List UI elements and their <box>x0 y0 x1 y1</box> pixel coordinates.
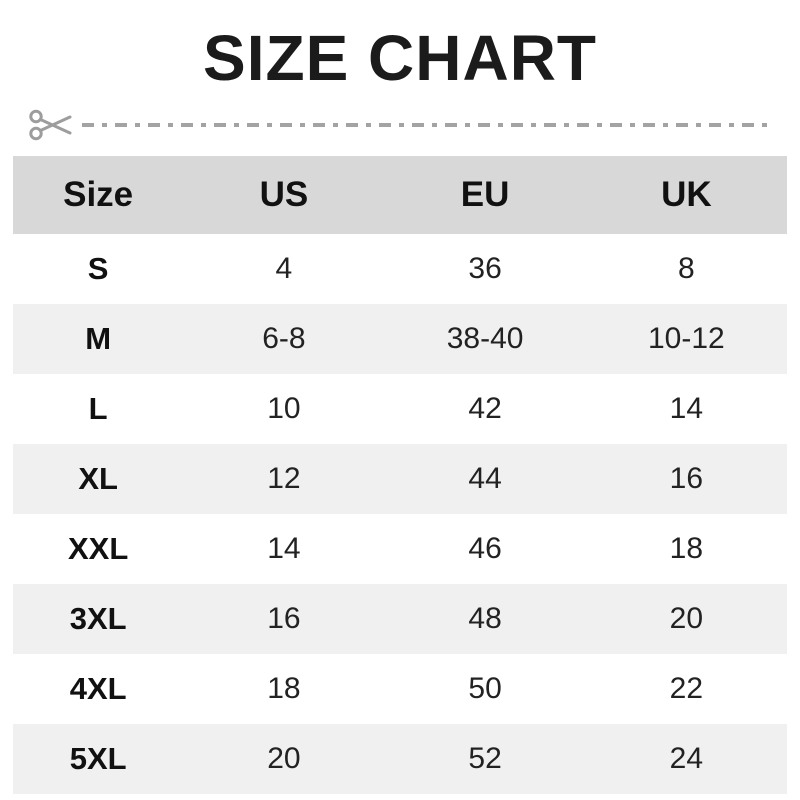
eu-value: 38-40 <box>446 322 524 355</box>
column-header-uk: UK <box>661 175 712 214</box>
table-row: XL 12 44 16 <box>13 444 787 514</box>
uk-value: 20 <box>669 602 704 635</box>
us-value: 14 <box>267 532 301 565</box>
cut-line <box>28 108 774 142</box>
table-row: 5XL 20 52 24 <box>13 724 787 794</box>
table-body: S 4 36 8 M 6-8 38-40 10-12 L 10 42 14 XL… <box>13 234 787 794</box>
table-row: S 4 36 8 <box>13 234 787 304</box>
table-row: L 10 42 14 <box>13 374 787 444</box>
size-label: 5XL <box>69 741 127 776</box>
column-header-eu: EU <box>460 175 510 214</box>
uk-value: 8 <box>678 252 695 285</box>
size-label: 3XL <box>69 601 127 636</box>
eu-value: 44 <box>468 462 502 495</box>
size-table: Size US EU UK S 4 36 8 M 6-8 38-40 10-12… <box>13 156 787 794</box>
scissors-icon <box>29 109 72 141</box>
us-value: 18 <box>267 672 301 705</box>
uk-value: 16 <box>669 462 704 495</box>
us-value: 4 <box>275 252 293 285</box>
column-header-us: US <box>259 175 309 214</box>
eu-value: 46 <box>468 532 502 565</box>
uk-value: 14 <box>669 392 704 425</box>
us-value: 20 <box>267 742 301 775</box>
eu-value: 52 <box>468 742 502 775</box>
us-value: 12 <box>267 462 301 495</box>
size-label: S <box>87 251 109 286</box>
us-value: 10 <box>267 392 301 425</box>
size-label: M <box>85 321 112 356</box>
eu-value: 48 <box>468 602 502 635</box>
eu-value: 36 <box>468 252 502 285</box>
uk-value: 18 <box>669 532 704 565</box>
table-header-row: Size US EU UK <box>13 156 787 234</box>
us-value: 16 <box>267 602 301 635</box>
table-row: XXL 14 46 18 <box>13 514 787 584</box>
size-label: 4XL <box>69 671 127 706</box>
uk-value: 24 <box>669 742 704 775</box>
uk-value: 22 <box>669 672 704 705</box>
us-value: 6-8 <box>262 322 306 355</box>
page-title: SIZE CHART <box>203 22 597 94</box>
uk-value: 10-12 <box>647 322 725 355</box>
dashed-cut-line <box>82 123 774 127</box>
table-row: 4XL 18 50 22 <box>13 654 787 724</box>
column-header-size: Size <box>63 175 134 214</box>
size-label: XXL <box>67 531 129 566</box>
eu-value: 50 <box>468 672 502 705</box>
table-row: 3XL 16 48 20 <box>13 584 787 654</box>
eu-value: 42 <box>468 392 502 425</box>
table-row: M 6-8 38-40 10-12 <box>13 304 787 374</box>
size-label: L <box>88 391 108 426</box>
size-label: XL <box>78 461 118 496</box>
